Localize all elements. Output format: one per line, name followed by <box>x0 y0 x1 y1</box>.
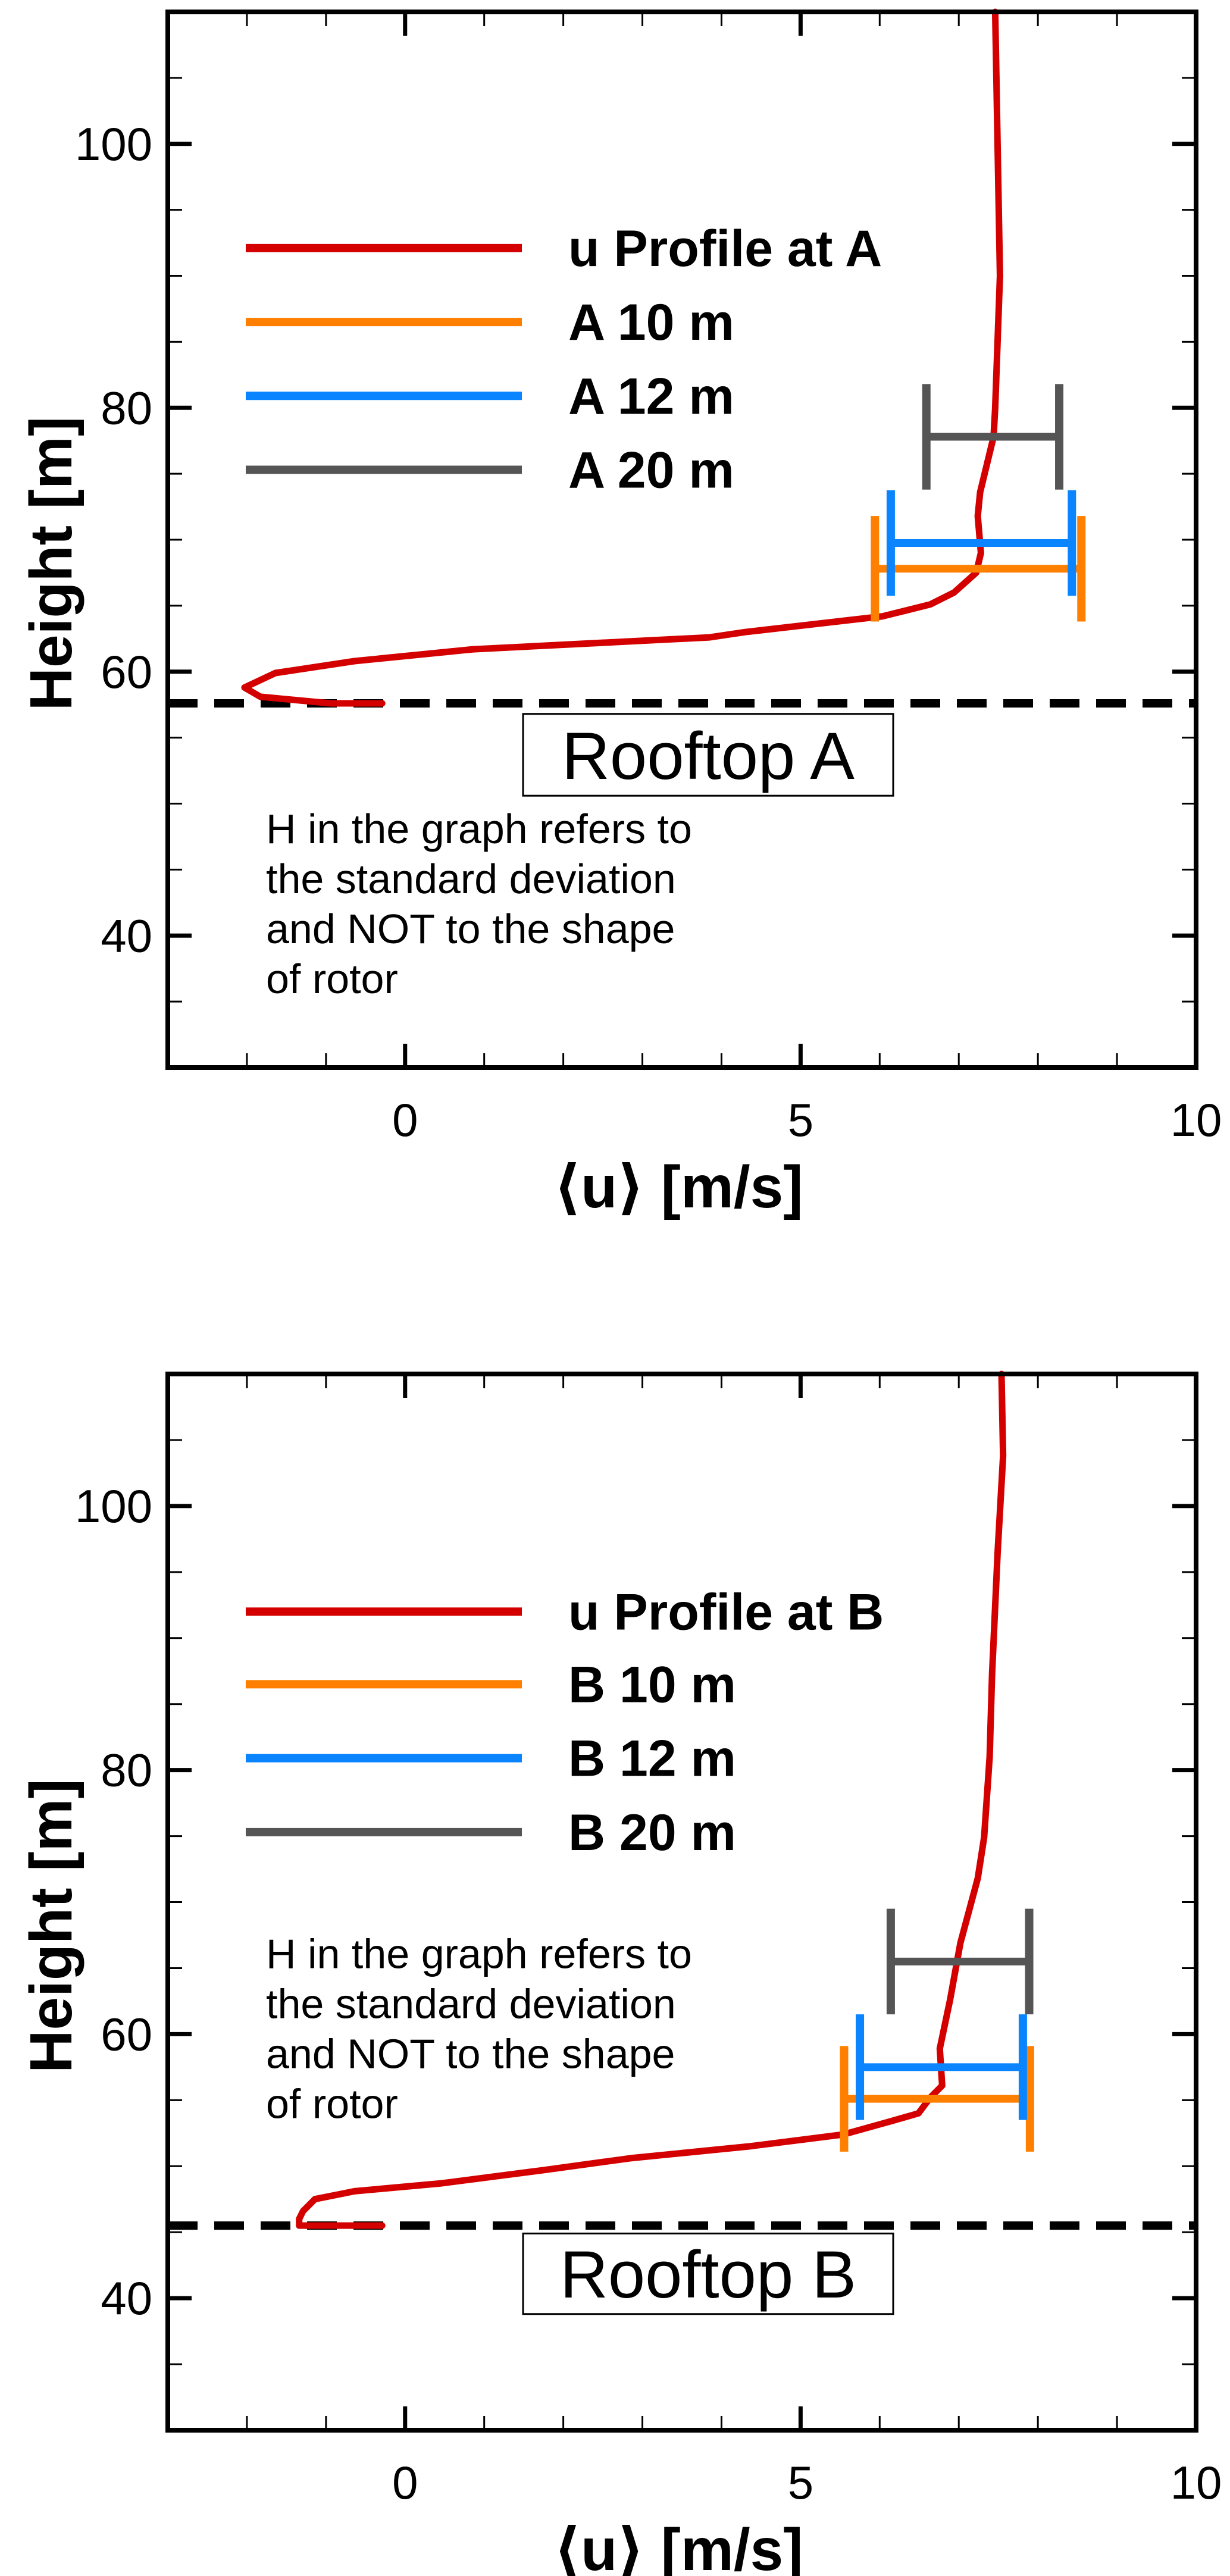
x-tick-label: 5 <box>788 1094 813 1146</box>
legend-label: B 10 m <box>568 1656 736 1713</box>
y-tick-label: 40 <box>101 2272 152 2324</box>
x-tick-label: 10 <box>1170 1094 1222 1146</box>
rooftop-label: Rooftop A <box>562 719 855 793</box>
y-tick-label: 80 <box>101 1744 152 1796</box>
note-line: and NOT to the shape <box>266 906 675 952</box>
x-axis-label: ⟨u⟩ [m/s] <box>553 2516 803 2576</box>
legend-label: A 12 m <box>568 368 734 425</box>
legend-label: A 10 m <box>568 294 734 351</box>
rooftop-label: Rooftop B <box>560 2237 856 2312</box>
y-tick-label: 60 <box>101 646 152 698</box>
y-tick-label: 40 <box>101 909 152 962</box>
chart-rooftop-b: 0 5 10 40 60 80 100 ⟨u⟩ [m/s] Height [m] Rooftop … <box>18 1370 1222 2576</box>
note-line: the standard deviation <box>266 856 676 902</box>
chart-rooftop-a: 0 5 10 40 60 80 100 ⟨u⟩ [m/s] Height [m] Rooftop … <box>18 8 1222 1220</box>
rooftop-label-box <box>522 2232 894 2315</box>
y-tick-label: 60 <box>101 2008 152 2060</box>
rooftop-label-box <box>522 713 894 797</box>
note-line: and NOT to the shape <box>266 2030 675 2077</box>
x-axis-label: ⟨u⟩ [m/s] <box>553 1154 803 1220</box>
y-axis-label: Height [m] <box>18 417 84 710</box>
velocity-profile-line <box>296 1370 1007 2229</box>
note-line: of rotor <box>266 956 398 1002</box>
error-bar <box>856 2014 1027 2120</box>
x-tick-label: 0 <box>392 2456 418 2509</box>
y-tick-label: 100 <box>75 1480 152 1532</box>
note-line: H in the graph refers to <box>266 1930 692 1977</box>
y-tick-label: 100 <box>75 118 152 170</box>
y-tick-label: 80 <box>101 381 152 434</box>
error-bar <box>886 1908 1034 2015</box>
error-bar <box>886 490 1076 596</box>
plot-frame <box>165 10 1198 1070</box>
note-line: H in the graph refers to <box>266 806 692 852</box>
legend-label: u Profile at B <box>568 1583 884 1641</box>
error-bar <box>871 516 1086 622</box>
legend-label: B 12 m <box>568 1730 736 1788</box>
plot-frame <box>165 1372 1198 2433</box>
x-tick-label: 10 <box>1170 2456 1222 2509</box>
velocity-profile-line <box>241 8 1003 707</box>
y-axis-label: Height [m] <box>18 1779 84 2073</box>
legend-label: u Profile at A <box>568 220 882 277</box>
note-line: of rotor <box>266 2080 398 2127</box>
x-tick-label: 0 <box>392 1094 418 1146</box>
note-line: the standard deviation <box>266 1980 676 2027</box>
error-bar <box>840 2046 1034 2152</box>
legend-label: B 20 m <box>568 1804 736 1861</box>
legend-label: A 20 m <box>568 442 734 499</box>
error-bar <box>922 384 1064 490</box>
x-tick-label: 5 <box>788 2456 813 2509</box>
